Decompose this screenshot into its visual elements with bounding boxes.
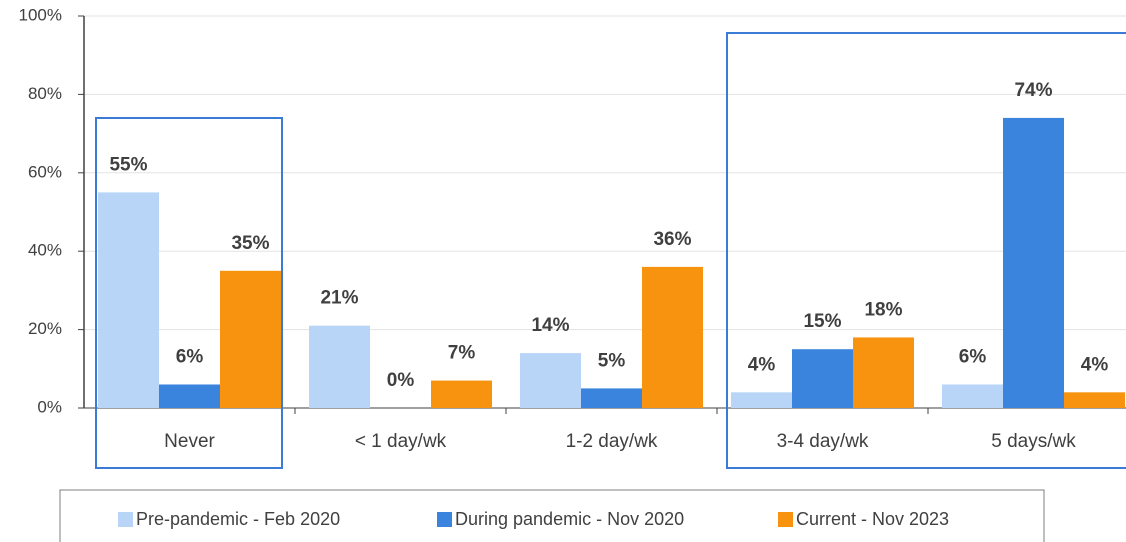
bar <box>520 353 581 408</box>
value-label: 21% <box>320 288 358 309</box>
legend-label: During pandemic - Nov 2020 <box>455 509 684 529</box>
value-label: 4% <box>748 354 776 375</box>
y-tick-label: 0% <box>37 397 62 416</box>
bar <box>792 349 853 408</box>
bar <box>942 384 1003 408</box>
value-label: 18% <box>864 299 902 320</box>
y-tick-label: 100% <box>19 5 62 24</box>
value-label: 74% <box>1014 80 1052 101</box>
y-tick-label: 20% <box>28 319 62 338</box>
highlight-box <box>95 117 283 469</box>
legend-box <box>59 489 1045 542</box>
value-label: 36% <box>653 229 691 250</box>
y-tick-label: 40% <box>28 241 62 260</box>
bar <box>98 192 159 408</box>
highlight-box <box>726 32 1126 469</box>
value-label: 5% <box>598 350 626 371</box>
legend-swatch <box>778 512 793 527</box>
value-label: 15% <box>803 311 841 332</box>
x-tick-label: Never <box>164 431 215 452</box>
y-tick-label: 60% <box>28 162 62 181</box>
bar <box>1003 117 1064 409</box>
value-label: 4% <box>1081 354 1109 375</box>
bar <box>1064 392 1125 408</box>
legend-swatch <box>437 512 452 527</box>
x-tick-label: 5 days/wk <box>991 431 1076 452</box>
y-tick-label: 80% <box>28 84 62 103</box>
x-tick-label: 3-4 day/wk <box>777 431 869 452</box>
value-label: 6% <box>959 346 987 367</box>
value-label: 6% <box>176 346 204 367</box>
legend-label: Pre-pandemic - Feb 2020 <box>136 509 340 529</box>
value-label: 55% <box>109 154 147 175</box>
bar <box>642 266 703 408</box>
x-tick-label: 1-2 day/wk <box>566 431 658 452</box>
bar <box>853 337 914 408</box>
value-label: 14% <box>531 315 569 336</box>
legend-label: Current - Nov 2023 <box>796 509 949 529</box>
value-label: 35% <box>231 233 269 254</box>
bar <box>220 270 281 408</box>
value-label: 0% <box>387 370 415 391</box>
value-label: 7% <box>448 343 476 364</box>
legend-swatch <box>118 512 133 527</box>
bar <box>431 380 492 408</box>
bar <box>731 392 792 408</box>
x-tick-label: < 1 day/wk <box>355 431 447 452</box>
bar <box>581 388 642 408</box>
bar <box>159 384 220 408</box>
bar <box>309 325 370 408</box>
